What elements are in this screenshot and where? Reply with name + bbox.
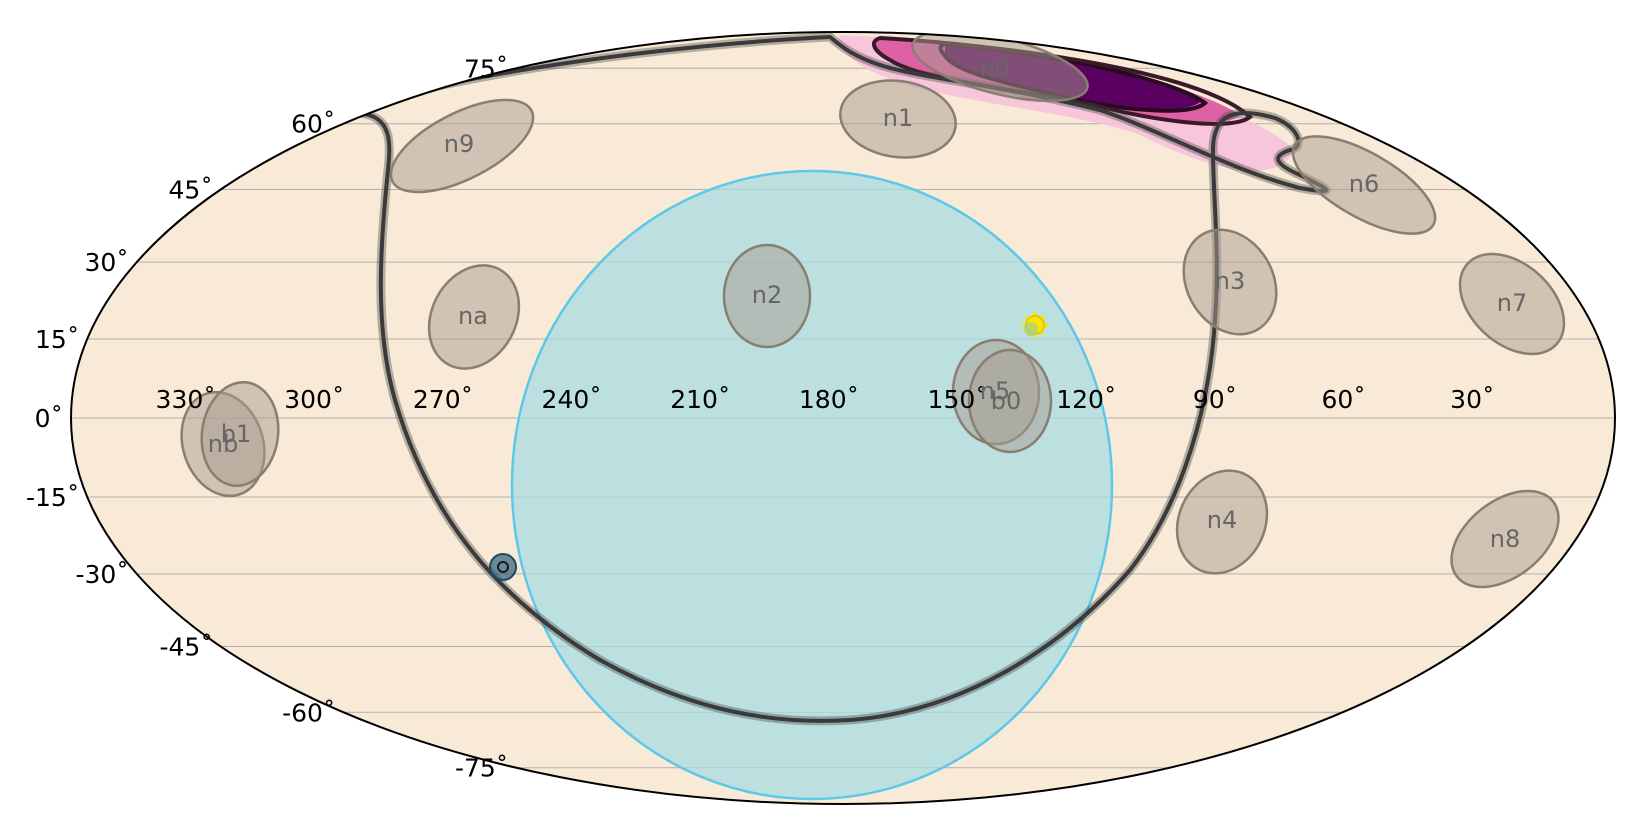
- detector-n3-footprint: [1182, 228, 1278, 336]
- dec-tick-label: 15˚: [35, 325, 79, 354]
- detector-pointings: [180, 32, 1566, 589]
- sun-overlap: [1024, 322, 1038, 336]
- detector-b0-footprint: [967, 348, 1053, 454]
- detector-n1-footprint: [839, 79, 957, 159]
- ra-tick-label: 240˚: [542, 385, 602, 414]
- detector-n2-footprint: [722, 243, 812, 349]
- ra-tick-label: 30˚: [1450, 385, 1494, 414]
- detector-n9-footprint: [389, 98, 535, 194]
- ra-tick-labels: 330˚ 300˚ 270˚ 240˚ 210˚ 180˚ 150˚ 120˚ 90˚ 60˚ 30…: [156, 385, 1495, 414]
- detector-label-na: na: [458, 302, 488, 330]
- detector-label-n1: n1: [883, 104, 913, 132]
- ra-tick-label: 120˚: [1056, 385, 1116, 414]
- earth-occultation-region: [510, 169, 1114, 801]
- detector-labels: n0 n1 n2 n3 n4 n5 n6 n7 n8 n9 na nb b0 b1: [208, 54, 1527, 553]
- detector-label-n2: n2: [752, 281, 782, 309]
- ra-tick-label: 180˚: [799, 385, 859, 414]
- detector-label-n9: n9: [444, 130, 474, 158]
- dec-tick-label: -45˚: [159, 633, 212, 662]
- dec-tick-label: -15˚: [26, 483, 79, 512]
- detector-label-n6: n6: [1349, 170, 1379, 198]
- ra-tick-label: 210˚: [670, 385, 730, 414]
- detector-label-b0: b0: [991, 387, 1022, 415]
- detector-label-n5: n5: [980, 377, 1010, 405]
- detector-label-n3: n3: [1215, 267, 1245, 295]
- detector-b1-footprint: [200, 380, 280, 488]
- dec-tick-label: 30˚: [84, 248, 128, 277]
- dec-tick-label: -75˚: [455, 754, 508, 783]
- dec-tick-label: -60˚: [282, 698, 335, 727]
- ra-tick-label: 330˚: [156, 385, 216, 414]
- dec-tick-label: 60˚: [291, 110, 335, 139]
- detector-n7-footprint: [1458, 252, 1566, 356]
- detector-label-n8: n8: [1490, 525, 1520, 553]
- detector-n6-footprint: [1291, 135, 1437, 235]
- localization-contour-middle: [871, 35, 1254, 126]
- ra-tick-label: 150˚: [928, 385, 988, 414]
- dec-tick-label: 75˚: [464, 54, 508, 83]
- detector-label-n7: n7: [1497, 289, 1527, 317]
- detector-n8-footprint: [1450, 489, 1560, 589]
- dec-tick-labels: 75˚ 60˚ 45˚ 30˚ 15˚ 0˚ -15˚ -30˚ -45˚ -60˚ -75˚: [26, 54, 508, 782]
- ra-tick-label: 90˚: [1193, 385, 1237, 414]
- point-source-marker: [489, 553, 517, 581]
- detector-label-n0: n0: [980, 54, 1010, 82]
- detector-n4-footprint: [1175, 469, 1269, 575]
- dec-tick-label: -30˚: [75, 560, 128, 589]
- dec-tick-label: 45˚: [169, 175, 213, 204]
- map-border: [70, 31, 1616, 805]
- outer-contour-line: [359, 34, 1329, 723]
- detector-label-b1: b1: [221, 420, 252, 448]
- detector-na-footprint: [427, 264, 521, 370]
- ra-tick-label: 270˚: [413, 385, 473, 414]
- ra-tick-label: 60˚: [1322, 385, 1366, 414]
- point-source-center: [497, 561, 509, 573]
- ra-tick-label: 300˚: [284, 385, 344, 414]
- detector-label-n4: n4: [1207, 506, 1237, 534]
- dec-tick-label: 0˚: [35, 404, 63, 433]
- detector-label-nb: nb: [208, 430, 238, 458]
- point-source-circle: [489, 553, 517, 581]
- sun-marker: [1022, 312, 1048, 338]
